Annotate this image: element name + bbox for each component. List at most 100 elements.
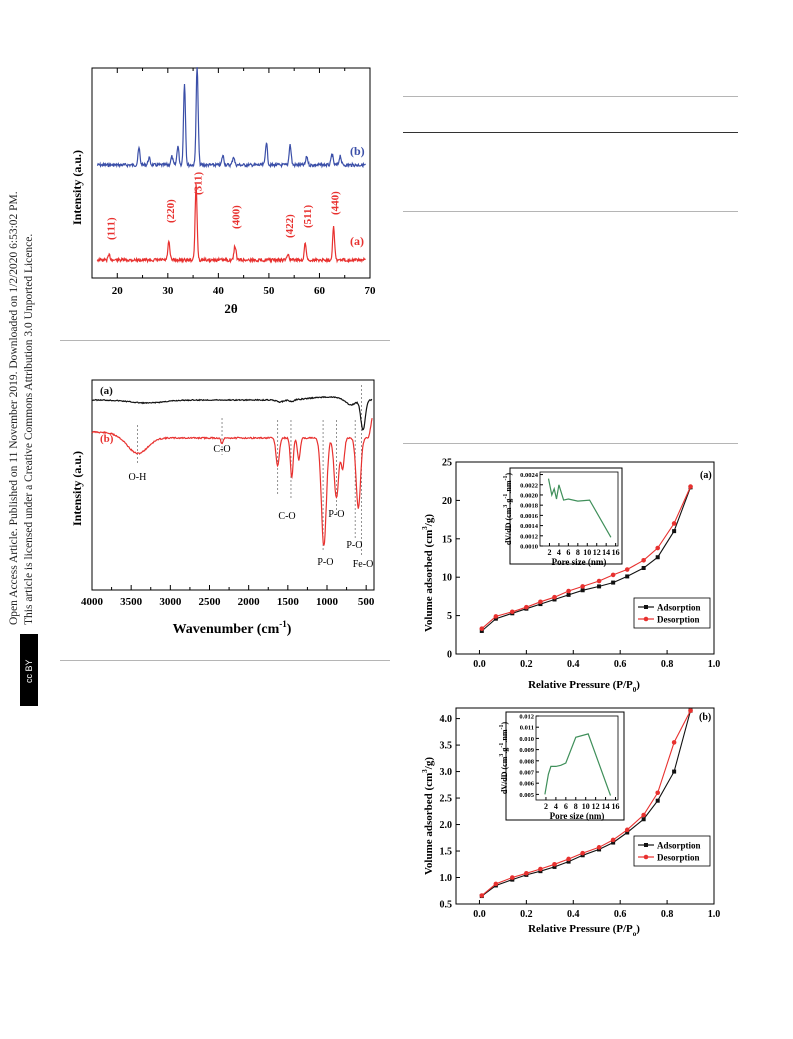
- betb-inset-frame: [505, 711, 625, 821]
- xrd-peak-label: (311): [193, 171, 205, 195]
- betb-inset-plot-frame: [535, 715, 619, 801]
- beta-x-tick-label: 1.0: [708, 659, 721, 670]
- betb-inset-y-tick-label: 0.007: [519, 770, 534, 777]
- beta-inset-y-tick-label: 0.0018: [520, 503, 539, 510]
- betb-inset-x-tick-label: 12: [592, 802, 600, 811]
- beta-panel-label: (a): [700, 470, 712, 481]
- betb-inset-y-label-part: -1: [499, 743, 505, 748]
- betb-x-tick-label: 0.6: [614, 909, 627, 920]
- xrd-series-a-label: (a): [350, 234, 364, 248]
- divider-5: [403, 443, 738, 444]
- beta-inset-line: [547, 478, 612, 538]
- betb-adsorption-point: [672, 769, 677, 774]
- beta-inset-y-label-part: dV/dD (cm: [504, 507, 513, 545]
- xrd-peak-label: (400): [231, 205, 243, 229]
- license-notice: This article is licensed under a Creativ…: [23, 233, 35, 625]
- beta-y-tick-label: 20: [442, 496, 452, 507]
- publication-notice: Open Access Article. Published on 11 Nov…: [8, 191, 20, 625]
- xrd-chart: 20 30 40 50 60 70 (b) (a) (111) (220) (311) (400…: [70, 67, 377, 316]
- beta-inset-y-label-part: .g: [504, 499, 513, 505]
- beta-desorption-point: [655, 545, 661, 551]
- beta-desorption-point: [641, 558, 646, 563]
- betb-inset-y-tick-label: 0.006: [519, 781, 534, 788]
- ftir-x-tick-label: 1500: [277, 596, 300, 608]
- beta-adsorption-point: [552, 597, 557, 602]
- divider-3: [403, 211, 738, 212]
- betb-y-tick-label: 1.5: [440, 847, 453, 858]
- betb-y-tick-label: 2.0: [440, 820, 453, 831]
- betb-x-axis-label: Relative Pressure (P/Po): [528, 923, 640, 938]
- betb-inset-line: [544, 733, 612, 796]
- xrd-x-tick-label: 20: [112, 285, 124, 297]
- xrd-series-a-line: [96, 184, 366, 264]
- ftir-x-tick-label: 1000: [316, 596, 339, 608]
- ftir-y-axis-label: Intensity (a.u.): [70, 451, 84, 526]
- betb-plot-frame: [455, 707, 715, 905]
- xrd-y-axis-label: Intensity (a.u.): [70, 150, 84, 225]
- betb-desorption-point: [479, 893, 485, 898]
- betb-x-tick-label: 0.2: [520, 909, 533, 920]
- beta-inset-y-tick-label: 0.0022: [520, 482, 538, 489]
- betb-y-tick-label: 1.0: [440, 873, 453, 884]
- xrd-x-axis-label: 2θ: [224, 301, 238, 316]
- beta-adsorption-point: [538, 602, 543, 607]
- betb-inset-y-tick-label: 0.012: [519, 714, 534, 721]
- betb-inset-y-label-part: 3: [499, 754, 505, 757]
- xrd-x-tick-label: 70: [365, 285, 377, 297]
- xrd-plot-frame: [91, 67, 371, 279]
- ftir-band-label: O-H: [129, 472, 147, 483]
- beta-y-tick-label: 15: [442, 534, 452, 545]
- betb-inset-x-tick-label: 6: [564, 802, 568, 811]
- beta-inset-x-tick-label: 2: [547, 548, 551, 557]
- beta-desorption-point: [580, 584, 585, 589]
- betb-adsorption-point: [566, 859, 571, 864]
- betb-desorption-point: [655, 790, 661, 796]
- beta-inset-y-label-part: ): [504, 472, 513, 475]
- beta-inset-plot-frame: [539, 471, 619, 547]
- beta-inset-y-tick-label: 0.0024: [520, 472, 539, 479]
- betb-y-tick-label: 3.0: [440, 767, 453, 778]
- ftir-x-tick-label: 3500: [120, 596, 142, 608]
- cc-license-icon[interactable]: cc BY: [20, 634, 38, 706]
- xrd-series-b-label: (b): [350, 144, 365, 158]
- ftir-series-a-line: [91, 395, 373, 431]
- betb-legend-box: [633, 835, 711, 867]
- betb-desorption-point: [509, 875, 515, 880]
- beta-legend-label: Desorption: [657, 615, 700, 625]
- beta-x-tick-label: 0.0: [473, 659, 486, 670]
- ftir-x-tick-label: 500: [358, 596, 375, 608]
- ftir-band-label: P-O: [346, 540, 362, 551]
- betb-desorption-point: [538, 866, 543, 872]
- betb-y-tick-label: 4.0: [440, 714, 453, 725]
- beta-adsorption-point: [641, 565, 646, 570]
- beta-inset-x-tick-label: 8: [576, 548, 580, 557]
- betb-x-tick-label: 0.0: [473, 909, 486, 920]
- betb-desorption-point: [493, 881, 499, 887]
- betb-adsorption-point: [641, 817, 646, 822]
- betb-inset-x-tick-label: 8: [574, 802, 578, 811]
- xrd-x-tick-label: 30: [162, 285, 174, 297]
- beta-adsorption-point: [597, 584, 602, 589]
- betb-desorption-point: [596, 845, 602, 850]
- ftir-series-a-label: (a): [100, 385, 113, 397]
- betb-adsorption-point: [552, 864, 557, 869]
- betb-panel-label: (b): [699, 712, 711, 723]
- ftir-band-label: C-O: [278, 511, 295, 522]
- betb-inset-y-label-part: -1: [499, 724, 505, 729]
- betb-y-tick-label: 2.5: [440, 794, 453, 805]
- betb-inset-x-tick-label: 2: [544, 802, 548, 811]
- beta-x-tick-label: 0.4: [567, 659, 580, 670]
- xrd-peak-label: (220): [165, 199, 177, 223]
- betb-legend-marker: [644, 843, 648, 847]
- xrd-peak-label: (111): [106, 217, 118, 240]
- betb-adsorption-point: [625, 830, 630, 835]
- beta-adsorption-point: [479, 628, 484, 633]
- betb-y-tick-label: 0.5: [440, 900, 453, 911]
- ftir-band-label: C-O: [213, 444, 230, 455]
- betb-inset-y-label-part: ): [500, 721, 509, 724]
- xrd-peak-label: (422): [284, 214, 296, 238]
- bet-chart-b: 0.0 0.2 0.4 0.6 0.8 1.0 0.5 1.0 1.5 2.0 2.5 3.0 3.5 4…: [421, 707, 720, 938]
- divider-6: [60, 660, 390, 661]
- beta-inset-y-tick-label: 0.0014: [520, 523, 539, 530]
- beta-y-tick-label: 25: [442, 458, 452, 469]
